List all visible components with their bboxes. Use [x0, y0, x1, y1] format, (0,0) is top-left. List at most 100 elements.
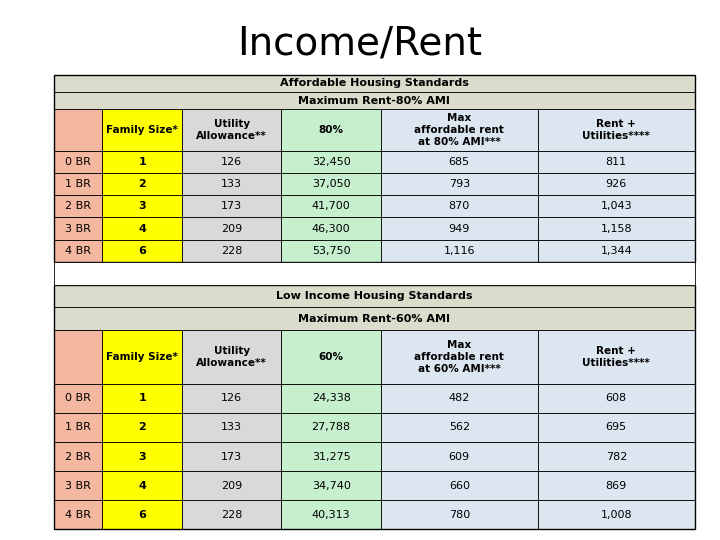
Text: 926: 926: [606, 179, 627, 189]
Bar: [182, 151, 282, 173]
Bar: [381, 173, 538, 195]
Bar: [538, 471, 695, 500]
Text: 4: 4: [138, 481, 146, 491]
Bar: [381, 442, 538, 471]
Bar: [182, 330, 282, 384]
Bar: [182, 384, 282, 413]
Bar: [381, 500, 538, 529]
Text: 2: 2: [138, 422, 146, 433]
Text: 695: 695: [606, 422, 627, 433]
Bar: [54, 285, 695, 529]
Bar: [282, 330, 381, 384]
Bar: [282, 471, 381, 500]
Bar: [102, 442, 182, 471]
Bar: [182, 413, 282, 442]
Bar: [54, 110, 102, 151]
Text: 793: 793: [449, 179, 470, 189]
Text: 173: 173: [221, 201, 243, 211]
Text: 4 BR: 4 BR: [65, 246, 91, 256]
Text: 6: 6: [138, 510, 146, 519]
Text: 31,275: 31,275: [312, 451, 351, 462]
Text: 1 BR: 1 BR: [65, 422, 91, 433]
Text: 133: 133: [221, 179, 243, 189]
Text: 53,750: 53,750: [312, 246, 351, 256]
Text: 1,008: 1,008: [600, 510, 632, 519]
Bar: [54, 471, 102, 500]
Text: 27,788: 27,788: [312, 422, 351, 433]
Text: Max
affordable rent
at 60% AMI***: Max affordable rent at 60% AMI***: [415, 340, 504, 374]
Bar: [538, 442, 695, 471]
Bar: [282, 218, 381, 240]
Bar: [282, 110, 381, 151]
Bar: [538, 330, 695, 384]
Bar: [538, 413, 695, 442]
Text: 1,344: 1,344: [600, 246, 632, 256]
Text: Utility
Allowance**: Utility Allowance**: [197, 119, 267, 141]
Text: 660: 660: [449, 481, 470, 491]
Bar: [381, 218, 538, 240]
Text: 782: 782: [606, 451, 627, 462]
Text: 209: 209: [221, 224, 243, 233]
Text: 870: 870: [449, 201, 470, 211]
Text: Family Size*: Family Size*: [106, 352, 178, 362]
Text: 780: 780: [449, 510, 470, 519]
Bar: [282, 151, 381, 173]
Bar: [381, 384, 538, 413]
Text: 37,050: 37,050: [312, 179, 351, 189]
Bar: [282, 240, 381, 262]
Bar: [182, 110, 282, 151]
Text: 685: 685: [449, 157, 470, 167]
Bar: [102, 195, 182, 218]
Bar: [102, 218, 182, 240]
Text: 228: 228: [221, 246, 243, 256]
Text: Low Income Housing Standards: Low Income Housing Standards: [276, 291, 472, 301]
Bar: [54, 500, 102, 529]
Text: 2: 2: [138, 179, 146, 189]
Bar: [538, 173, 695, 195]
Bar: [182, 471, 282, 500]
Text: 41,700: 41,700: [312, 201, 351, 211]
Bar: [54, 330, 102, 384]
Text: 3: 3: [138, 451, 146, 462]
Bar: [182, 442, 282, 471]
Text: Rent +
Utilities****: Rent + Utilities****: [582, 346, 650, 368]
Bar: [102, 330, 182, 384]
Bar: [102, 110, 182, 151]
Bar: [538, 218, 695, 240]
Text: 3: 3: [138, 201, 146, 211]
Bar: [54, 151, 102, 173]
Text: 949: 949: [449, 224, 470, 233]
Bar: [102, 151, 182, 173]
Text: 40,313: 40,313: [312, 510, 351, 519]
Bar: [54, 285, 695, 307]
Text: Rent +
Utilities****: Rent + Utilities****: [582, 119, 650, 141]
Text: 3 BR: 3 BR: [65, 481, 91, 491]
Text: 209: 209: [221, 481, 243, 491]
Bar: [381, 471, 538, 500]
Bar: [381, 195, 538, 218]
Text: 32,450: 32,450: [312, 157, 351, 167]
Bar: [54, 173, 102, 195]
Text: 1,158: 1,158: [600, 224, 632, 233]
Text: 228: 228: [221, 510, 243, 519]
Text: 0 BR: 0 BR: [65, 394, 91, 403]
Bar: [381, 151, 538, 173]
Bar: [538, 110, 695, 151]
Text: 1,116: 1,116: [444, 246, 475, 256]
Text: Maximum Rent-60% AMI: Maximum Rent-60% AMI: [298, 314, 451, 323]
Text: 133: 133: [221, 422, 243, 433]
Bar: [54, 195, 102, 218]
Text: 869: 869: [606, 481, 627, 491]
Bar: [182, 195, 282, 218]
Text: 46,300: 46,300: [312, 224, 351, 233]
Bar: [54, 92, 695, 110]
Bar: [54, 75, 695, 92]
Text: 80%: 80%: [319, 125, 343, 135]
Bar: [54, 307, 695, 330]
Bar: [538, 384, 695, 413]
Text: 1 BR: 1 BR: [65, 179, 91, 189]
Text: 482: 482: [449, 394, 470, 403]
Bar: [54, 262, 695, 285]
Bar: [282, 195, 381, 218]
Bar: [538, 195, 695, 218]
